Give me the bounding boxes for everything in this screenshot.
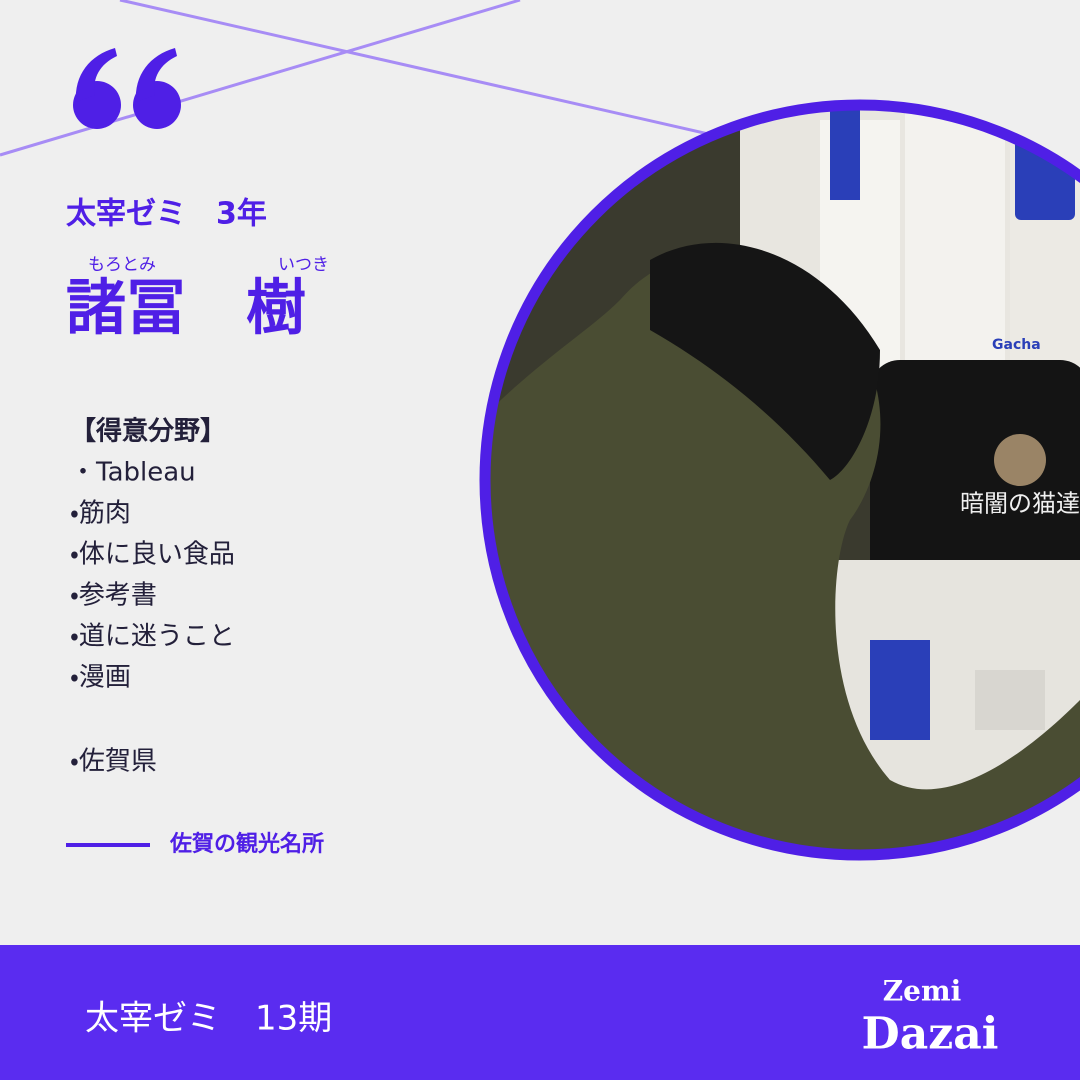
photo-text: Gacha (992, 337, 1041, 353)
specialty-item: ・道に迷うこと (70, 622, 235, 652)
name: 諸冨 樹 (66, 274, 306, 344)
specialty-item: ・筋肉 (70, 499, 131, 529)
photo-text: 暗闇の猫達 (960, 490, 1080, 518)
deco-line (119, 0, 771, 150)
footer-title: 太宰ゼミ 13期 (85, 999, 332, 1039)
class-label: 太宰ゼミ 3年 (66, 197, 267, 232)
section-title: 【得意分野】 (70, 417, 226, 447)
logo: Dazai (862, 1009, 999, 1060)
name-ruby: いつき (278, 255, 329, 275)
specialty-item: ・漫画 (70, 663, 131, 693)
hometown: ・佐賀県 (70, 747, 157, 777)
link-label[interactable]: 佐賀の観光名所 (169, 831, 324, 857)
footer-band (0, 945, 1080, 1080)
specialty-item: ・Tableau (70, 458, 196, 488)
name-ruby: もろとみ (88, 255, 156, 275)
logo: Zemi (883, 975, 962, 1008)
photo-frame (479, 99, 1080, 861)
quote-mark (73, 48, 181, 129)
deco-line (0, 0, 521, 157)
specialty-item: ・体に良い食品 (70, 540, 235, 570)
specialty-item: ・参考書 (70, 581, 157, 611)
specialty-list: ・Tableau ・筋肉・体に良い食品・参考書・道に迷うこと・漫画 (70, 458, 235, 693)
